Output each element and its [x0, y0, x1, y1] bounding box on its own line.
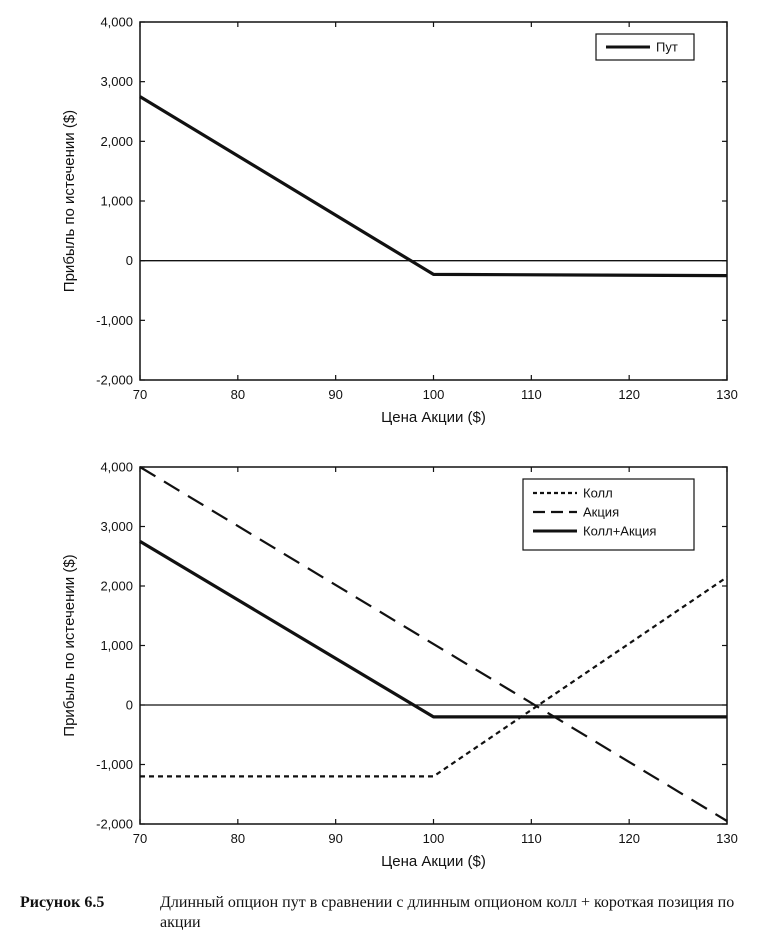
- x-tick-label: 80: [231, 831, 245, 846]
- x-tick-label: 70: [133, 831, 147, 846]
- caption-text: Длинный опцион пут в сравнении с длинным…: [160, 894, 735, 931]
- x-tick-label: 100: [423, 831, 445, 846]
- x-axis-title: Цена Акции ($): [381, 853, 486, 870]
- x-tick-label: 80: [231, 387, 245, 402]
- caption-label: Рисунок 6.5: [20, 894, 105, 911]
- x-tick-label: 100: [423, 387, 445, 402]
- y-axis-title: Прибыль по истечении ($): [61, 554, 78, 736]
- y-tick-label: 1,000: [100, 638, 133, 653]
- legend: Колл Акция Колл+Акция: [522, 478, 695, 551]
- y-tick-label: -2,000: [96, 817, 133, 832]
- x-tick-label: 90: [328, 387, 342, 402]
- x-tick-label: 110: [521, 831, 542, 846]
- x-tick-label: 90: [328, 831, 342, 846]
- y-tick-label: 3,000: [100, 74, 133, 89]
- series-line-Пут: [139, 95, 728, 278]
- series-line-Акция: [139, 466, 728, 822]
- series-line-Колл+Акция: [139, 540, 727, 719]
- y-tick-label: 1,000: [100, 194, 133, 209]
- y-tick-label: 0: [126, 698, 133, 713]
- y-tick-label: 2,000: [100, 134, 133, 149]
- y-tick-label: -1,000: [96, 757, 133, 772]
- legend-label: Пут: [656, 40, 678, 55]
- series-line-Колл: [140, 576, 728, 778]
- plot-frame: [139, 21, 728, 381]
- x-tick-label: 70: [133, 387, 147, 402]
- y-tick-label: 2,000: [100, 579, 133, 594]
- x-tick-label: 130: [716, 387, 738, 402]
- legend-label: Колл+Акция: [583, 524, 656, 539]
- legend-label: Акция: [583, 505, 619, 520]
- chart-2: 70 80 90 100 110 120 130 4,000 3,000 2,000 1,000 0 -…: [61, 460, 738, 871]
- legend-label: Колл: [583, 486, 613, 501]
- x-axis-title: Цена Акции ($): [381, 409, 486, 426]
- y-tick-label: 3,000: [100, 519, 133, 534]
- y-tick-label: 0: [126, 253, 133, 268]
- y-tick-label: 4,000: [100, 460, 133, 475]
- y-axis-title: Прибыль по истечении ($): [61, 110, 78, 292]
- figure-charts: 70 80 90 100 110 120 130 4,000 3,000 2,000 1,000 0 -…: [61, 15, 738, 871]
- chart-1: 70 80 90 100 110 120 130 4,000 3,000 2,000 1,000 0 -…: [61, 15, 738, 427]
- x-tick-label: 120: [618, 831, 640, 846]
- x-tick-label: 130: [716, 831, 738, 846]
- y-tick-label: -1,000: [96, 313, 133, 328]
- legend: Пут: [595, 33, 695, 61]
- legend-box: [522, 478, 695, 551]
- x-tick-label: 110: [521, 387, 542, 402]
- y-tick-label: -2,000: [96, 373, 133, 388]
- x-tick-label: 120: [618, 387, 640, 402]
- y-tick-label: 4,000: [100, 15, 133, 30]
